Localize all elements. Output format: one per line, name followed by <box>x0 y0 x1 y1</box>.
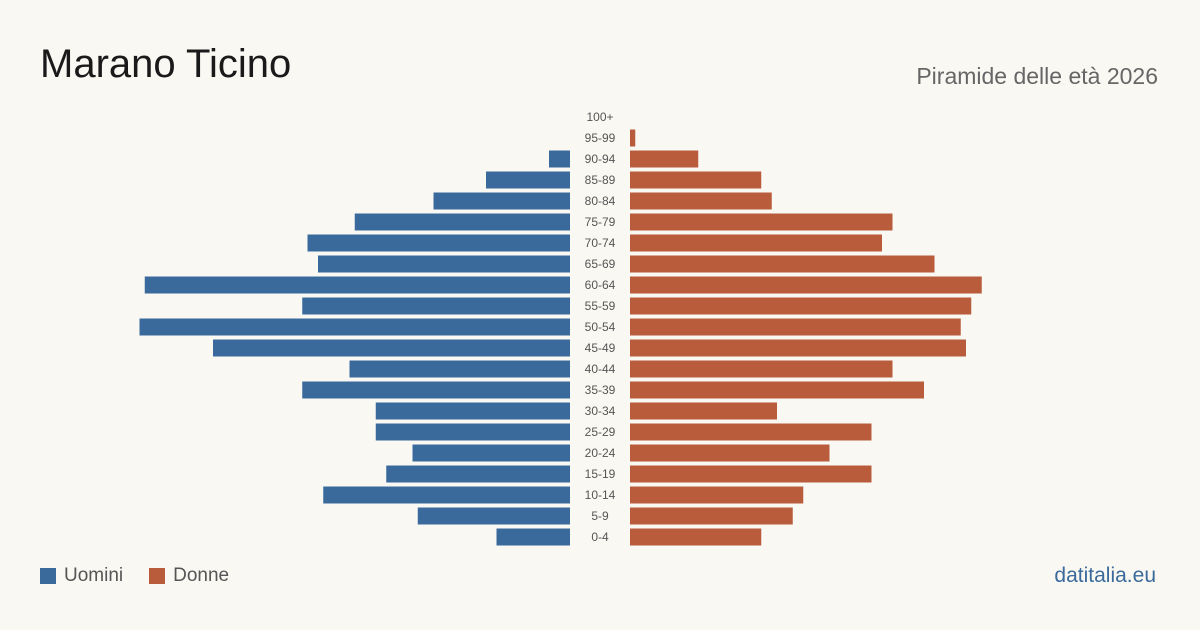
legend-item-male: Uomini <box>40 565 123 587</box>
male-bar-70-74 <box>307 234 570 252</box>
female-bar-70-74 <box>630 234 882 252</box>
age-label-25-29: 25-29 <box>585 425 616 439</box>
male-bar-75-79 <box>354 213 570 231</box>
female-bar-40-44 <box>630 360 893 378</box>
female-bar-5-9 <box>630 507 793 525</box>
age-label-65-69: 65-69 <box>585 257 616 271</box>
chart-subtitle: Piramide delle età 2026 <box>916 63 1158 89</box>
age-label-0-4: 0-4 <box>591 530 609 544</box>
female-bar-95-99 <box>630 129 636 147</box>
legend: Uomini Donne <box>40 565 255 587</box>
legend-item-female: Donne <box>149 565 229 587</box>
age-label-20-24: 20-24 <box>585 446 616 460</box>
male-bar-50-54 <box>139 318 570 336</box>
male-bar-20-24 <box>412 444 570 462</box>
male-bars <box>139 150 570 546</box>
female-bar-15-19 <box>630 465 872 483</box>
age-label-5-9: 5-9 <box>591 509 609 523</box>
age-label-55-59: 55-59 <box>585 299 616 313</box>
female-bar-35-39 <box>630 381 924 399</box>
age-label-75-79: 75-79 <box>585 215 616 229</box>
female-bar-65-69 <box>630 255 935 273</box>
female-bar-45-49 <box>630 339 966 357</box>
male-bar-85-89 <box>486 171 570 189</box>
female-bar-80-84 <box>630 192 772 210</box>
age-label-100+: 100+ <box>586 110 613 124</box>
age-label-60-64: 60-64 <box>585 278 616 292</box>
age-label-15-19: 15-19 <box>585 467 616 481</box>
legend-swatch-male <box>40 568 56 584</box>
age-label-40-44: 40-44 <box>585 362 616 376</box>
female-bar-55-59 <box>630 297 972 315</box>
male-bar-15-19 <box>386 465 570 483</box>
female-bar-90-94 <box>630 150 699 168</box>
age-label-45-49: 45-49 <box>585 341 616 355</box>
male-bar-65-69 <box>318 255 570 273</box>
age-label-35-39: 35-39 <box>585 383 616 397</box>
female-bar-60-64 <box>630 276 982 294</box>
age-label-85-89: 85-89 <box>585 173 616 187</box>
age-label-30-34: 30-34 <box>585 404 616 418</box>
legend-swatch-female <box>149 568 166 584</box>
age-label-50-54: 50-54 <box>585 320 616 334</box>
male-bar-55-59 <box>302 297 570 315</box>
age-label-80-84: 80-84 <box>585 194 616 208</box>
source-link[interactable]: datitalia.eu <box>1054 564 1156 587</box>
age-label-70-74: 70-74 <box>585 236 616 250</box>
male-bar-30-34 <box>375 402 570 420</box>
male-bar-5-9 <box>417 507 570 525</box>
female-bar-75-79 <box>630 213 893 231</box>
age-labels: 100+ 95-99 90-94 85-89 80-84 75-79 70-74 65-69 6… <box>585 110 616 544</box>
female-bar-10-14 <box>630 486 804 504</box>
male-bar-90-94 <box>549 150 570 168</box>
female-bar-20-24 <box>630 444 830 462</box>
age-label-90-94: 90-94 <box>585 152 616 166</box>
female-bar-25-29 <box>630 423 872 441</box>
female-bar-0-4 <box>630 528 762 546</box>
female-bar-85-89 <box>630 171 762 189</box>
female-bar-30-34 <box>630 402 777 420</box>
female-bars <box>630 129 982 546</box>
male-bar-40-44 <box>349 360 570 378</box>
legend-label-male: Uomini <box>64 565 124 586</box>
male-bar-10-14 <box>323 486 570 504</box>
male-bar-45-49 <box>213 339 570 357</box>
male-bar-35-39 <box>302 381 570 399</box>
page-title: Marano Ticino <box>40 42 292 86</box>
legend-label-female: Donne <box>173 565 230 586</box>
age-label-10-14: 10-14 <box>585 488 616 502</box>
male-bar-80-84 <box>433 192 570 210</box>
male-bar-25-29 <box>375 423 570 441</box>
female-bar-50-54 <box>630 318 961 336</box>
male-bar-0-4 <box>496 528 570 546</box>
male-bar-60-64 <box>144 276 570 294</box>
age-label-95-99: 95-99 <box>585 131 616 145</box>
